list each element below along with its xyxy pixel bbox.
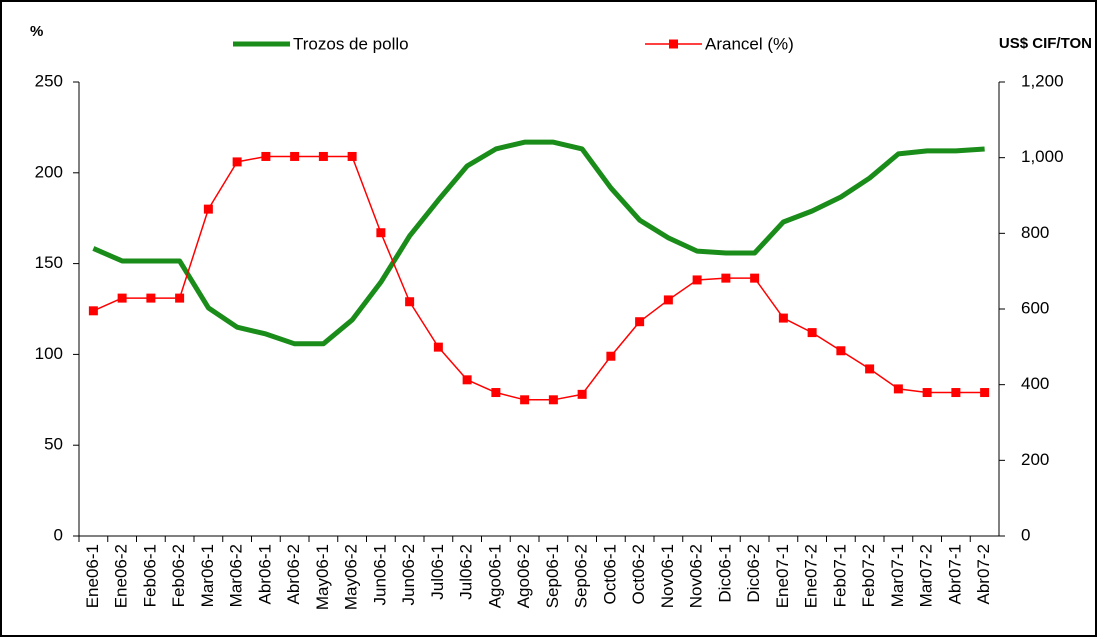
x-tick-label: Oct06-2 (629, 544, 648, 604)
y-tick-label: 0 (54, 525, 63, 544)
series-marker (692, 275, 702, 285)
series-marker (663, 295, 673, 305)
x-tick-label: Nov06-2 (687, 544, 706, 608)
series-line (92, 139, 985, 347)
x-tick-label: Sep06-1 (543, 544, 562, 608)
y-tick-label: 250 (35, 71, 63, 90)
x-tick-label: Feb07-2 (859, 544, 878, 607)
x-tick-label: Ago06-2 (514, 544, 533, 608)
x-tick-label: Ene06-1 (83, 544, 102, 608)
x-tick-label: Abr06-1 (255, 544, 274, 604)
legend-label: Arancel (%) (705, 34, 794, 53)
series-marker (433, 342, 443, 352)
x-tick-label: May06-1 (313, 544, 332, 610)
x-tick-label: Dic06-1 (715, 544, 734, 603)
series-marker (491, 388, 501, 398)
x-tick-label: Abr07-2 (974, 544, 993, 604)
series-marker (865, 364, 875, 374)
series-marker (548, 395, 558, 405)
series-marker (232, 157, 242, 167)
series-marker (175, 293, 185, 303)
y-tick-label: 100 (35, 344, 63, 363)
y2-tick-label: 800 (1021, 223, 1049, 242)
series-marker (606, 351, 616, 361)
series-line (93, 155, 985, 401)
series-marker (893, 384, 903, 394)
x-tick-label: Ene07-2 (802, 544, 821, 608)
y-tick-label: 50 (44, 435, 63, 454)
x-tick-label: Feb06-2 (169, 544, 188, 607)
x-tick-label: Mar06-2 (227, 544, 246, 607)
series-marker (88, 306, 98, 316)
y2-axis-label: US$ CIF/TON (999, 35, 1092, 52)
series-marker (721, 273, 731, 283)
y2-tick-label: 400 (1021, 374, 1049, 393)
y-tick-label: 200 (35, 162, 63, 181)
series-marker (778, 313, 788, 323)
y-tick-label: 150 (35, 253, 63, 272)
x-tick-label: Mar07-1 (888, 544, 907, 607)
series-marker (980, 388, 990, 398)
series-marker (376, 228, 386, 238)
series-marker (117, 293, 127, 303)
x-tick-label: Jun06-1 (370, 544, 389, 605)
y2-tick-label: 200 (1021, 450, 1049, 469)
x-tick-label: Sep06-2 (572, 544, 591, 608)
x-tick-label: Feb06-1 (140, 544, 159, 607)
series-marker (290, 151, 300, 161)
series-marker (520, 395, 530, 405)
x-tick-label: Jun06-2 (399, 544, 418, 605)
x-tick-label: May06-2 (342, 544, 361, 610)
x-tick-label: Mar07-2 (917, 544, 936, 607)
x-tick-label: Ene07-1 (773, 544, 792, 608)
series-marker (635, 317, 645, 327)
x-tick-label: Jul06-2 (457, 544, 476, 600)
series-marker (807, 328, 817, 338)
x-tick-label: Nov06-1 (658, 544, 677, 608)
series-marker (750, 273, 760, 283)
series-marker (146, 293, 156, 303)
x-tick-label: Dic06-2 (744, 544, 763, 603)
y-axis-label: % (30, 23, 43, 40)
series-marker (836, 346, 846, 356)
x-tick-label: Ago06-1 (485, 544, 504, 608)
y2-tick-label: 600 (1021, 298, 1049, 317)
x-tick-label: Feb07-1 (830, 544, 849, 607)
x-tick-label: Jul06-1 (428, 544, 447, 600)
x-tick-label: Abr06-2 (284, 544, 303, 604)
series-marker (577, 389, 587, 399)
y2-tick-label: 1,000 (1021, 147, 1064, 166)
legend-marker (669, 39, 678, 49)
x-tick-label: Mar06-1 (198, 544, 217, 607)
x-tick-label: Ene06-2 (112, 544, 131, 608)
series-marker (951, 388, 961, 398)
series-marker (347, 151, 357, 161)
y2-tick-label: 1,200 (1021, 71, 1064, 90)
y2-tick-label: 0 (1021, 525, 1030, 544)
series-marker (462, 375, 472, 385)
series-marker (318, 151, 328, 161)
series-marker (203, 204, 213, 214)
legend-label: Trozos de pollo (293, 34, 409, 53)
series-marker (405, 297, 415, 307)
series-marker (261, 151, 271, 161)
series-marker (922, 388, 932, 398)
x-tick-label: Abr07-1 (945, 544, 964, 604)
x-tick-label: Oct06-1 (600, 544, 619, 604)
